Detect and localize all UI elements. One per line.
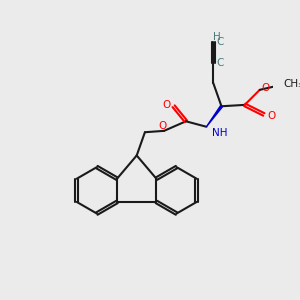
Text: H: H bbox=[213, 32, 220, 42]
Text: O: O bbox=[159, 121, 167, 131]
Polygon shape bbox=[206, 106, 222, 127]
Text: CH₃: CH₃ bbox=[283, 80, 300, 89]
Text: C: C bbox=[217, 37, 224, 47]
Text: O: O bbox=[267, 111, 275, 121]
Text: C: C bbox=[217, 58, 224, 68]
Text: NH: NH bbox=[212, 128, 228, 138]
Text: O: O bbox=[162, 100, 170, 110]
Text: O: O bbox=[261, 83, 269, 94]
